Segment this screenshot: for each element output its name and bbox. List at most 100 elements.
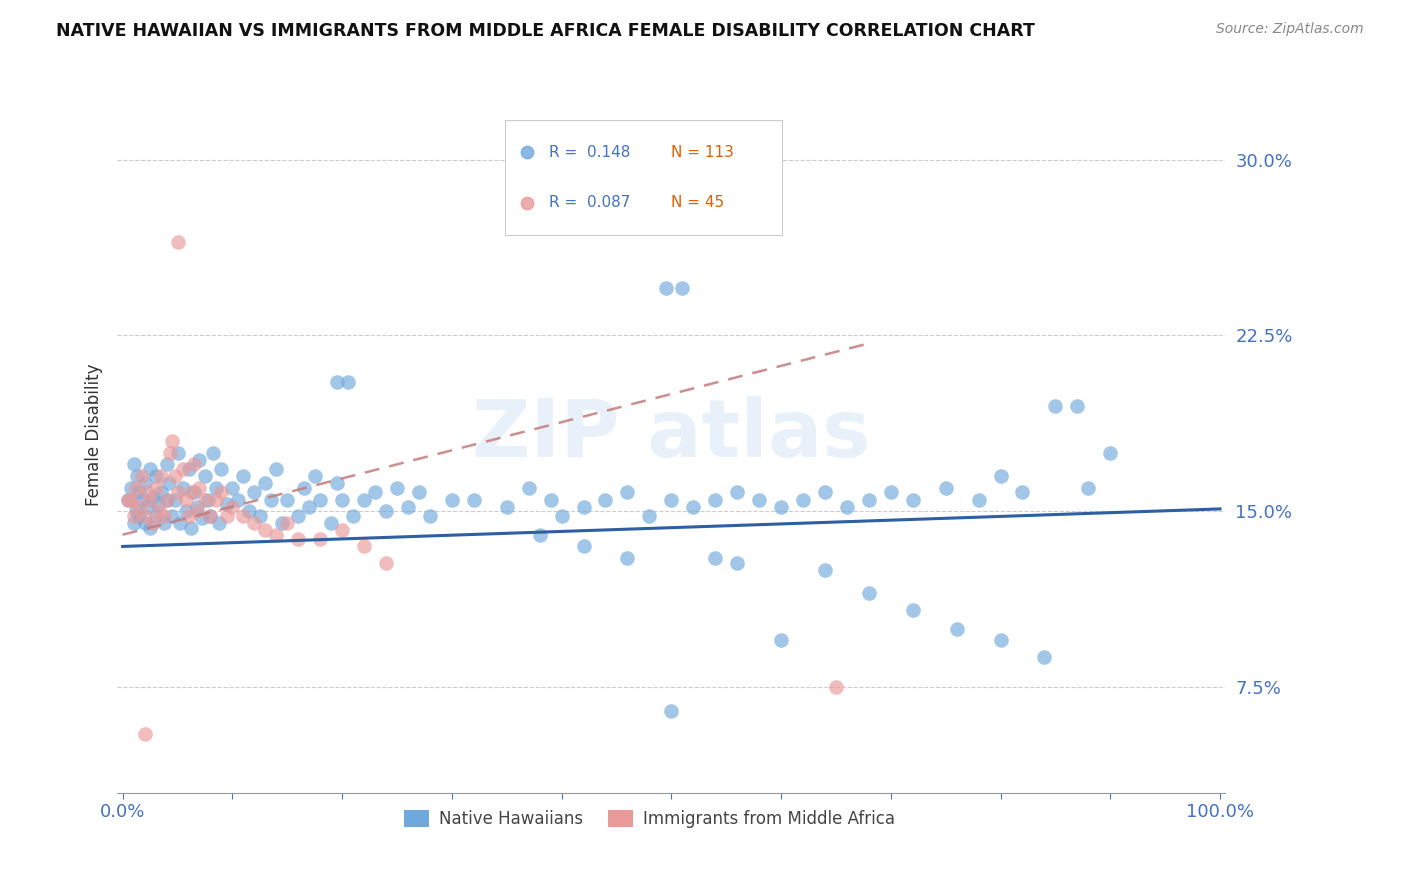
Point	[990, 469, 1012, 483]
Point	[671, 281, 693, 295]
Point	[155, 458, 177, 472]
Point	[176, 492, 198, 507]
Point	[135, 500, 157, 514]
Point	[463, 492, 485, 507]
Point	[353, 540, 375, 554]
Point	[125, 481, 148, 495]
Text: Source: ZipAtlas.com: Source: ZipAtlas.com	[1216, 22, 1364, 37]
Point	[880, 485, 903, 500]
Point	[160, 434, 183, 448]
Point	[172, 481, 194, 495]
Point	[792, 492, 814, 507]
Point	[125, 504, 148, 518]
Point	[180, 521, 202, 535]
Point	[180, 485, 202, 500]
Point	[270, 516, 292, 530]
Point	[169, 516, 191, 530]
Point	[194, 492, 217, 507]
Point	[232, 469, 254, 483]
Point	[120, 481, 142, 495]
Point	[254, 523, 277, 537]
Point	[375, 504, 398, 518]
Point	[153, 516, 176, 530]
Point	[529, 187, 551, 202]
Point	[1077, 481, 1099, 495]
Point	[238, 504, 260, 518]
Point	[266, 527, 288, 541]
Point	[135, 485, 157, 500]
Point	[1033, 649, 1056, 664]
Point	[385, 481, 408, 495]
Point	[201, 445, 224, 459]
Point	[304, 469, 326, 483]
Point	[901, 603, 924, 617]
Point	[139, 492, 162, 507]
Point	[221, 500, 243, 514]
Point	[321, 516, 343, 530]
Point	[440, 492, 463, 507]
Point	[176, 504, 198, 518]
Point	[260, 492, 283, 507]
Point	[529, 527, 551, 541]
Point	[659, 492, 682, 507]
Point	[814, 485, 837, 500]
Point	[205, 492, 228, 507]
Text: ZIP atlas: ZIP atlas	[472, 396, 870, 474]
Point	[120, 492, 142, 507]
Point	[276, 492, 298, 507]
Point	[148, 504, 170, 518]
Point	[935, 481, 957, 495]
Point	[134, 727, 156, 741]
Point	[145, 481, 167, 495]
Point	[655, 281, 678, 295]
Point	[186, 504, 208, 518]
Point	[194, 469, 217, 483]
Point	[298, 500, 321, 514]
Point	[165, 469, 187, 483]
Point	[243, 516, 266, 530]
Point	[858, 586, 880, 600]
Point	[901, 492, 924, 507]
Point	[309, 492, 332, 507]
Point	[725, 556, 748, 570]
Point	[165, 492, 187, 507]
Point	[183, 485, 205, 500]
Point	[616, 485, 638, 500]
Point	[160, 508, 183, 523]
Text: NATIVE HAWAIIAN VS IMMIGRANTS FROM MIDDLE AFRICA FEMALE DISABILITY CORRELATION C: NATIVE HAWAIIAN VS IMMIGRANTS FROM MIDDL…	[56, 22, 1035, 40]
Point	[595, 492, 617, 507]
Point	[177, 508, 200, 523]
Point	[155, 492, 177, 507]
Point	[172, 462, 194, 476]
Point	[232, 508, 254, 523]
Point	[550, 508, 572, 523]
Point	[517, 481, 540, 495]
Point	[572, 500, 595, 514]
Point	[396, 500, 419, 514]
Point	[157, 476, 180, 491]
Point	[616, 551, 638, 566]
Legend: Native Hawaiians, Immigrants from Middle Africa: Native Hawaiians, Immigrants from Middle…	[396, 803, 901, 834]
Point	[131, 492, 153, 507]
Point	[155, 492, 177, 507]
Point	[704, 551, 727, 566]
Point	[408, 485, 430, 500]
Point	[266, 462, 288, 476]
Point	[131, 469, 153, 483]
Point	[166, 485, 188, 500]
Point	[748, 492, 770, 507]
Point	[215, 497, 238, 511]
Point	[153, 508, 176, 523]
Point	[166, 445, 188, 459]
Point	[200, 508, 222, 523]
Point	[139, 462, 162, 476]
Point	[572, 540, 595, 554]
Point	[190, 511, 212, 525]
Point	[990, 633, 1012, 648]
Point	[825, 680, 848, 694]
Point	[292, 481, 315, 495]
Point	[336, 376, 359, 390]
Point	[159, 445, 181, 459]
Point	[122, 458, 145, 472]
Point	[309, 533, 332, 547]
